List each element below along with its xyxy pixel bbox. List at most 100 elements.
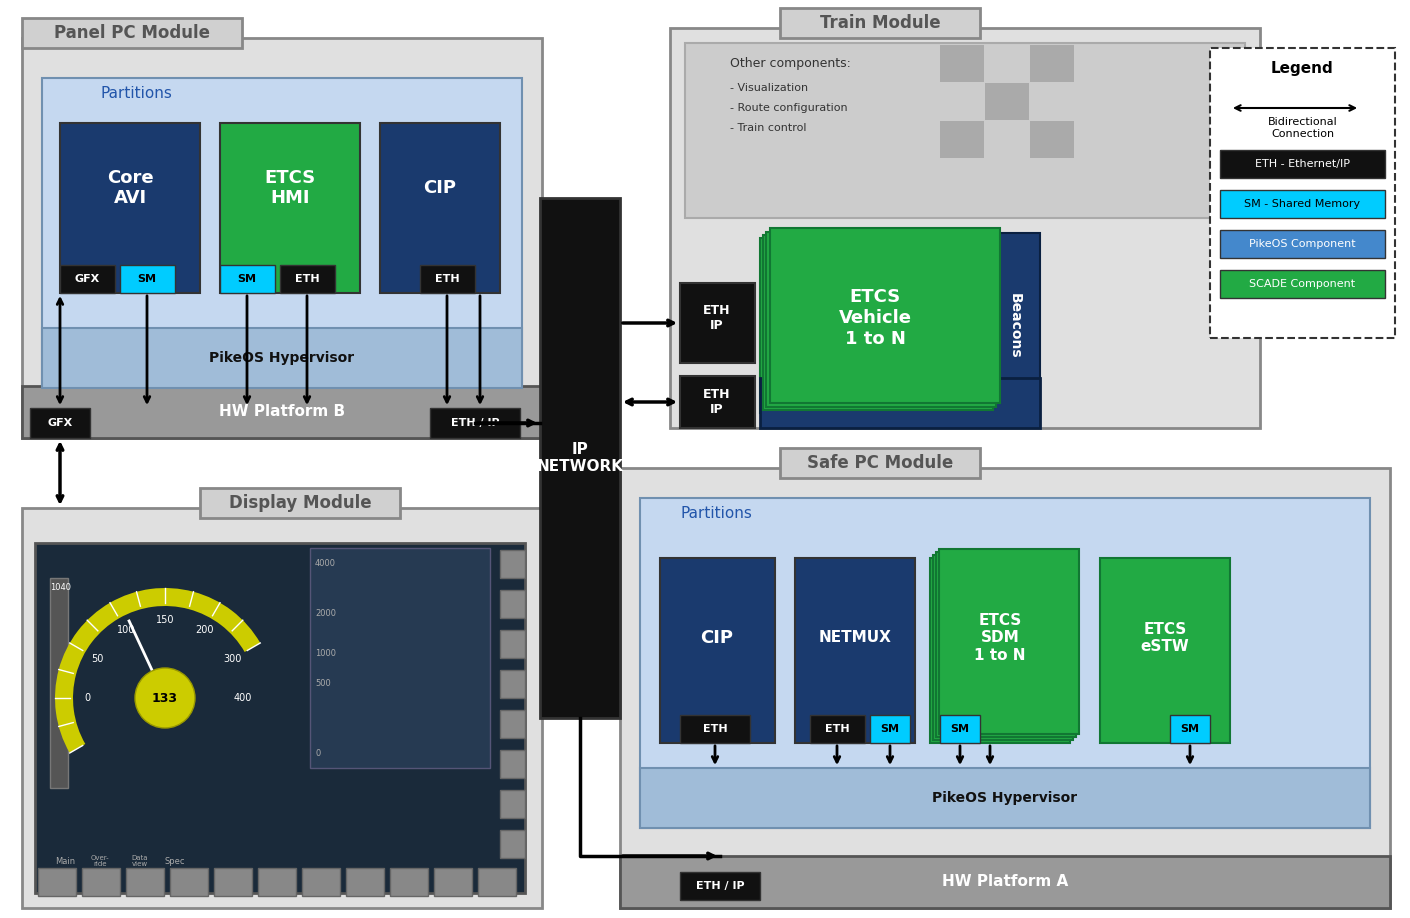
FancyBboxPatch shape — [620, 856, 1390, 908]
FancyBboxPatch shape — [760, 238, 990, 413]
Text: ETH - Ethernet/IP: ETH - Ethernet/IP — [1255, 159, 1349, 169]
FancyBboxPatch shape — [780, 8, 980, 38]
FancyBboxPatch shape — [23, 508, 541, 908]
FancyBboxPatch shape — [430, 408, 520, 438]
FancyBboxPatch shape — [936, 552, 1076, 737]
Text: ETH: ETH — [825, 724, 849, 734]
FancyBboxPatch shape — [23, 38, 541, 438]
Text: Panel PC Module: Panel PC Module — [54, 24, 210, 42]
FancyBboxPatch shape — [220, 265, 275, 293]
Text: Train Module: Train Module — [819, 14, 940, 32]
FancyBboxPatch shape — [61, 123, 200, 293]
Text: NETMUX: NETMUX — [819, 631, 891, 645]
Text: Display Module: Display Module — [228, 494, 371, 512]
Text: GFX: GFX — [48, 418, 73, 428]
FancyBboxPatch shape — [434, 868, 472, 896]
Text: SCADE Component: SCADE Component — [1249, 279, 1355, 289]
FancyBboxPatch shape — [640, 498, 1371, 828]
Text: - Train control: - Train control — [730, 123, 807, 133]
Wedge shape — [55, 588, 261, 753]
Text: 0: 0 — [85, 693, 90, 703]
FancyBboxPatch shape — [931, 558, 1070, 743]
Text: SM: SM — [138, 274, 157, 284]
FancyBboxPatch shape — [501, 710, 525, 738]
Circle shape — [135, 668, 195, 728]
FancyBboxPatch shape — [770, 228, 1000, 403]
Text: ETH / IP: ETH / IP — [695, 881, 744, 891]
FancyBboxPatch shape — [940, 45, 984, 82]
FancyBboxPatch shape — [310, 548, 491, 768]
FancyBboxPatch shape — [940, 83, 984, 120]
FancyBboxPatch shape — [870, 715, 909, 743]
Text: Data
view: Data view — [131, 855, 148, 868]
FancyBboxPatch shape — [766, 232, 995, 407]
Text: ETH: ETH — [434, 274, 460, 284]
Text: 150: 150 — [155, 615, 175, 625]
FancyBboxPatch shape — [501, 590, 525, 618]
FancyBboxPatch shape — [780, 448, 980, 478]
FancyBboxPatch shape — [809, 715, 864, 743]
FancyBboxPatch shape — [501, 790, 525, 818]
Text: CIP: CIP — [701, 629, 733, 647]
FancyBboxPatch shape — [670, 28, 1261, 428]
FancyBboxPatch shape — [200, 488, 400, 518]
FancyBboxPatch shape — [795, 558, 915, 743]
Text: ETCS
HMI: ETCS HMI — [265, 169, 316, 207]
FancyBboxPatch shape — [640, 768, 1371, 828]
FancyBboxPatch shape — [763, 235, 993, 410]
FancyBboxPatch shape — [61, 265, 116, 293]
FancyBboxPatch shape — [23, 386, 541, 438]
FancyBboxPatch shape — [1220, 190, 1385, 218]
FancyBboxPatch shape — [420, 265, 475, 293]
Text: Beacons: Beacons — [1008, 293, 1022, 359]
Text: Spec: Spec — [165, 856, 185, 866]
FancyBboxPatch shape — [1029, 121, 1074, 158]
FancyBboxPatch shape — [680, 872, 760, 900]
FancyBboxPatch shape — [220, 123, 360, 293]
Text: SM - Shared Memory: SM - Shared Memory — [1245, 199, 1361, 209]
Text: 4000: 4000 — [314, 558, 336, 567]
Text: 50: 50 — [92, 654, 104, 664]
FancyBboxPatch shape — [1220, 150, 1385, 178]
Text: PikeOS Hypervisor: PikeOS Hypervisor — [932, 791, 1077, 805]
Text: ETH
IP: ETH IP — [704, 304, 730, 332]
FancyBboxPatch shape — [933, 555, 1073, 740]
FancyBboxPatch shape — [620, 468, 1390, 908]
Text: 1000: 1000 — [314, 648, 336, 657]
FancyBboxPatch shape — [986, 121, 1029, 158]
Text: Over-
ride: Over- ride — [90, 855, 110, 868]
Text: SM: SM — [950, 724, 970, 734]
FancyBboxPatch shape — [501, 550, 525, 578]
FancyBboxPatch shape — [23, 18, 243, 48]
Text: 500: 500 — [314, 678, 331, 688]
FancyBboxPatch shape — [302, 868, 340, 896]
FancyBboxPatch shape — [680, 283, 754, 363]
FancyBboxPatch shape — [660, 558, 776, 743]
FancyBboxPatch shape — [82, 868, 120, 896]
Text: ETCS
eSTW: ETCS eSTW — [1141, 621, 1190, 655]
Text: 100: 100 — [117, 625, 135, 635]
Text: 0: 0 — [314, 748, 320, 757]
FancyBboxPatch shape — [49, 578, 68, 788]
FancyBboxPatch shape — [940, 715, 980, 743]
FancyBboxPatch shape — [1100, 558, 1230, 743]
Text: ETCS
Vehicle
1 to N: ETCS Vehicle 1 to N — [839, 288, 911, 348]
Text: PikeOS Hypervisor: PikeOS Hypervisor — [210, 351, 354, 365]
Text: Legend: Legend — [1272, 61, 1334, 75]
Text: Partitions: Partitions — [680, 506, 752, 521]
FancyBboxPatch shape — [1220, 270, 1385, 298]
Text: Main: Main — [55, 856, 75, 866]
Text: Route Network: Route Network — [825, 394, 976, 412]
FancyBboxPatch shape — [685, 43, 1245, 218]
FancyBboxPatch shape — [501, 830, 525, 858]
FancyBboxPatch shape — [501, 670, 525, 698]
FancyBboxPatch shape — [1210, 48, 1394, 338]
Text: 400: 400 — [234, 693, 252, 703]
Text: - Visualization: - Visualization — [730, 83, 808, 93]
FancyBboxPatch shape — [258, 868, 296, 896]
Text: ETH: ETH — [702, 724, 728, 734]
FancyBboxPatch shape — [760, 378, 1041, 428]
FancyBboxPatch shape — [42, 78, 522, 388]
FancyBboxPatch shape — [214, 868, 252, 896]
FancyBboxPatch shape — [478, 868, 516, 896]
